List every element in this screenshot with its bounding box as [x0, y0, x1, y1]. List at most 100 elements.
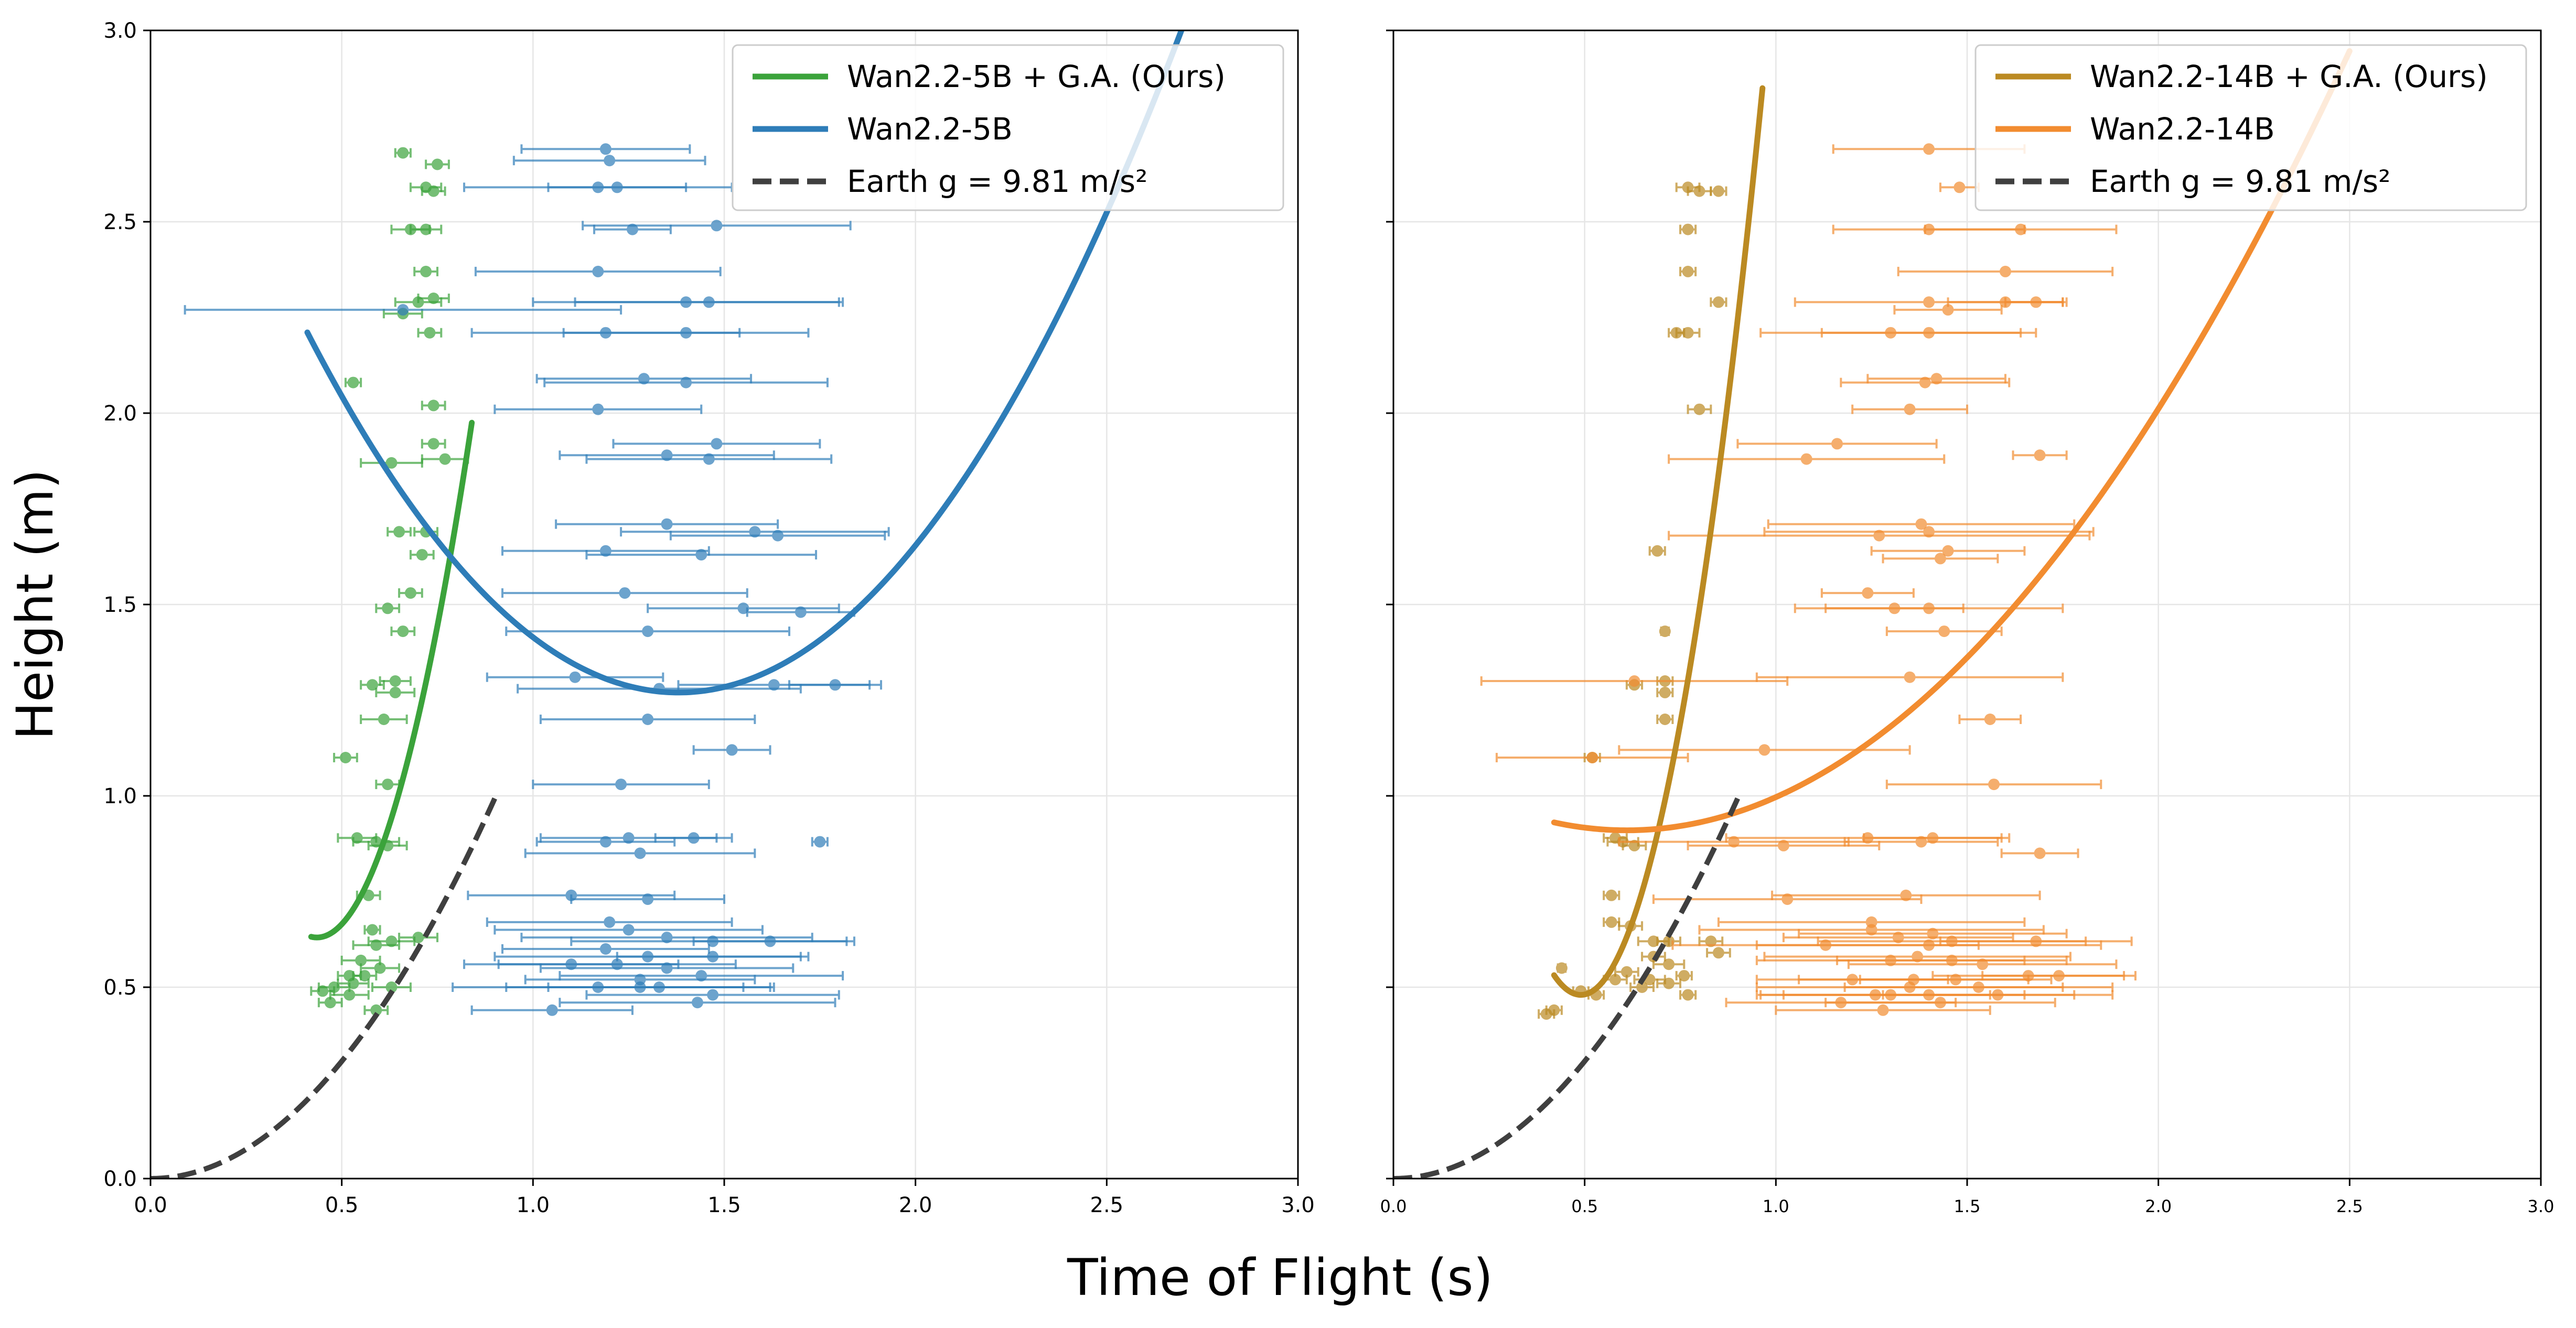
data-marker: [389, 686, 401, 698]
data-marker: [324, 997, 336, 1009]
data-point: [421, 400, 446, 412]
data-marker: [1605, 916, 1617, 928]
data-point: [539, 714, 756, 725]
data-point: [352, 970, 378, 982]
data-marker: [1586, 752, 1598, 763]
data-marker: [344, 989, 356, 1001]
data-marker: [626, 223, 638, 235]
data-marker: [599, 943, 611, 955]
data-marker: [382, 779, 394, 791]
data-marker: [389, 675, 401, 687]
data-point: [398, 587, 423, 599]
data-point: [1671, 939, 1980, 951]
earth-gravity-curve: [151, 797, 497, 1179]
data-marker: [1605, 889, 1617, 901]
data-marker: [619, 587, 631, 599]
data-point: [1820, 587, 1915, 599]
data-point: [493, 951, 802, 963]
data-marker: [1923, 296, 1935, 308]
data-point: [555, 518, 779, 530]
data-marker: [367, 679, 379, 691]
data-point: [2000, 847, 2079, 859]
data-marker: [404, 587, 416, 599]
x-tick-label: 3.0: [2528, 1196, 2554, 1216]
data-marker: [1628, 675, 1640, 687]
x-tick-label: 1.0: [1763, 1196, 1789, 1216]
data-point: [669, 530, 886, 542]
data-marker: [1915, 836, 1927, 848]
data-marker: [1712, 296, 1724, 308]
data-point: [1652, 958, 1686, 970]
data-marker: [1800, 453, 1812, 465]
plot-content: [1393, 48, 2353, 1179]
data-point: [493, 924, 764, 936]
data-point: [409, 223, 443, 235]
data-marker: [1862, 587, 1874, 599]
data-point: [409, 549, 435, 561]
x-tick-label: 1.0: [517, 1193, 550, 1217]
data-marker: [1869, 989, 1881, 1001]
data-point: [1897, 265, 2114, 277]
data-marker: [688, 832, 700, 844]
data-marker: [1555, 962, 1568, 974]
data-marker: [1682, 265, 1694, 277]
data-marker: [1678, 970, 1690, 982]
legend-label: Wan2.2-5B + G.A. (Ours): [847, 59, 1226, 94]
data-marker: [1659, 625, 1671, 638]
data-marker: [726, 744, 738, 756]
data-marker: [416, 549, 428, 561]
data-point: [1679, 223, 1697, 235]
data-marker: [1777, 839, 1789, 851]
data-point: [1958, 714, 2022, 725]
data-marker: [427, 438, 439, 450]
x-tick-label: 0.5: [325, 1193, 359, 1217]
data-marker: [546, 1004, 558, 1016]
data-marker: [1934, 553, 1946, 565]
data-point: [421, 438, 446, 450]
data-marker: [1758, 744, 1770, 756]
data-point: [1759, 327, 2022, 339]
data-marker: [1988, 779, 2000, 791]
x-tick-label: 2.0: [2145, 1196, 2172, 1216]
data-point: [387, 526, 412, 538]
data-marker: [1682, 223, 1694, 235]
legend-label: Earth g = 9.81 m/s²: [2090, 164, 2390, 199]
data-marker: [397, 147, 409, 159]
data-marker: [1923, 602, 1935, 614]
x-tick-label: 3.0: [1281, 1193, 1315, 1217]
data-point: [310, 985, 336, 997]
data-point: [452, 981, 745, 993]
data-marker: [634, 847, 646, 859]
data-point: [1603, 889, 1620, 901]
earth-gravity-curve: [1393, 797, 1740, 1179]
data-point: [333, 752, 358, 763]
data-point: [1679, 989, 1697, 1001]
data-marker: [374, 962, 386, 974]
data-point: [486, 916, 733, 928]
x-tick-label: 2.5: [1090, 1193, 1124, 1217]
data-point: [1885, 625, 2003, 638]
data-marker: [339, 752, 351, 763]
data-marker: [829, 679, 841, 691]
data-point: [570, 893, 725, 905]
data-point: [692, 744, 771, 756]
data-point: [1687, 403, 1712, 415]
data-marker: [1885, 327, 1897, 339]
data-marker: [680, 327, 692, 339]
data-point: [1687, 839, 1881, 851]
data-point: [486, 671, 664, 683]
data-marker: [385, 981, 398, 993]
data-point: [360, 457, 423, 469]
data-marker: [367, 924, 379, 936]
data-point: [394, 147, 412, 159]
data-marker: [1781, 893, 1794, 905]
data-point: [1859, 974, 2053, 986]
data-point: [585, 453, 833, 465]
data-marker: [393, 526, 405, 538]
data-marker: [1942, 304, 1954, 316]
data-point: [371, 981, 412, 993]
data-point: [692, 935, 848, 947]
data-marker: [1923, 143, 1935, 155]
data-marker: [347, 376, 359, 388]
data-marker: [703, 453, 715, 465]
